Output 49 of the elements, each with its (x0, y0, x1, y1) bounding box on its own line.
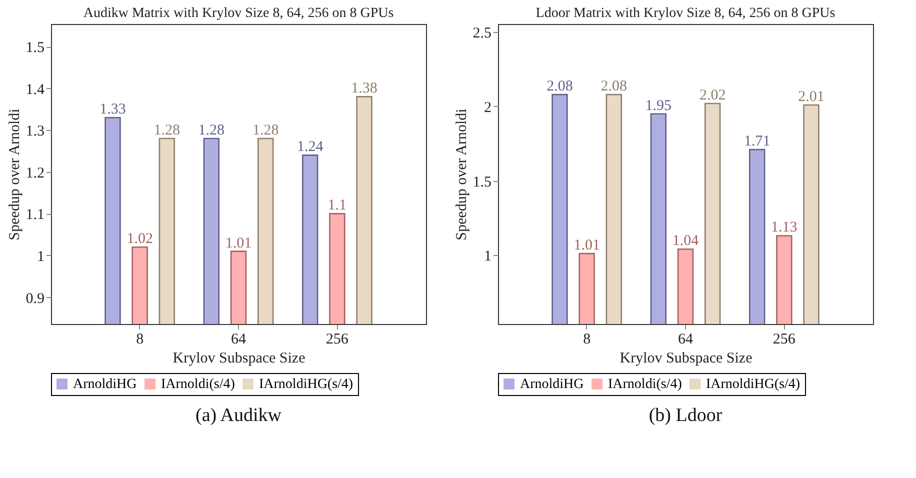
chart-title: Ldoor Matrix with Krylov Size 8, 64, 256 on 8 GPUs (536, 6, 836, 21)
data-label: 1.01 (574, 238, 600, 254)
chart-title: Audikw Matrix with Krylov Size 8, 64, 256 on 8 GPUs (83, 6, 394, 21)
y-tick-label: 0.9 (26, 290, 44, 307)
y-tick-label: 1.3 (26, 124, 44, 140)
x-tick-label: 256 (326, 332, 349, 348)
y-tick-label: 1.5 (472, 174, 492, 190)
y-axis-title: Speedup over Arnoldi (6, 108, 23, 240)
legend-label: IArnoldiHG(s/4) (259, 377, 354, 392)
y-tick-label: 1.1 (26, 207, 44, 224)
data-label: 1.13 (771, 220, 798, 236)
y-tick-label: 2 (484, 100, 492, 116)
data-label: 1.33 (100, 102, 126, 118)
text: (a) Audikw (195, 405, 282, 426)
data-label: 1.01 (225, 235, 252, 252)
data-label: 1.04 (672, 233, 700, 250)
x-tick-label: 256 (772, 332, 796, 348)
data-label: 1.1 (328, 198, 347, 214)
x-tick-label: 8 (583, 332, 591, 348)
data-label: 1.38 (351, 80, 378, 97)
legend-label: IArnoldi(s/4) (161, 377, 236, 392)
data-label: 1.28 (198, 122, 225, 138)
legend-label: ArnoldiHG (73, 377, 137, 392)
data-label: 1.28 (154, 122, 180, 138)
y-tick-label: 1 (484, 248, 492, 265)
data-label: 1.24 (296, 139, 324, 156)
data-label: 1.95 (645, 98, 672, 114)
legend-label: IArnoldi(s/4) (608, 377, 682, 392)
x-tick-label: 64 (231, 332, 246, 348)
data-label: 2.08 (546, 78, 573, 95)
x-tick-label: 8 (136, 332, 144, 348)
y-axis-title: Speedup over Arnoldi (454, 108, 470, 240)
text: (b) Ldoor (648, 405, 723, 426)
data-label: 2.08 (600, 78, 628, 95)
y-tick-label: 2.5 (472, 26, 492, 42)
legend-label: IArnoldiHG(s/4) (706, 377, 800, 392)
x-tick-label: 64 (678, 332, 694, 348)
data-label: 1.71 (744, 134, 770, 150)
y-tick-label: 1 (37, 248, 44, 265)
x-axis-title: Krylov Subspace Size (172, 350, 306, 366)
y-tick-label: 1.5 (26, 40, 44, 56)
y-tick-label: 1.2 (26, 165, 44, 182)
data-label: 1.28 (252, 122, 279, 138)
data-label: 2.02 (699, 87, 726, 104)
data-label: 2.01 (798, 88, 824, 105)
x-axis-title: Krylov Subspace Size (620, 350, 753, 366)
data-label: 1.02 (126, 231, 153, 248)
legend-label: ArnoldiHG (520, 377, 584, 392)
y-tick-label: 1.4 (26, 82, 45, 98)
